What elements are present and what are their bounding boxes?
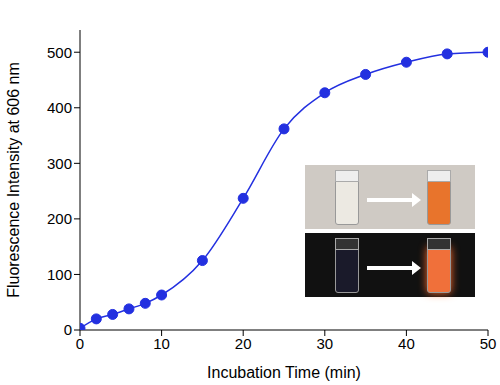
svg-text:100: 100 [47, 266, 72, 283]
svg-text:50: 50 [480, 335, 497, 352]
svg-text:300: 300 [47, 155, 72, 172]
svg-text:30: 30 [316, 335, 333, 352]
svg-text:40: 40 [398, 335, 415, 352]
svg-text:0: 0 [64, 321, 72, 338]
svg-text:20: 20 [235, 335, 252, 352]
svg-text:500: 500 [47, 44, 72, 61]
svg-text:0: 0 [76, 335, 84, 352]
svg-text:Fluorescence Intensity at 606: Fluorescence Intensity at 606 nm [5, 62, 22, 298]
svg-text:400: 400 [47, 99, 72, 116]
svg-text:10: 10 [153, 335, 170, 352]
svg-text:200: 200 [47, 210, 72, 227]
svg-text:Incubation Time (min): Incubation Time (min) [207, 364, 361, 381]
